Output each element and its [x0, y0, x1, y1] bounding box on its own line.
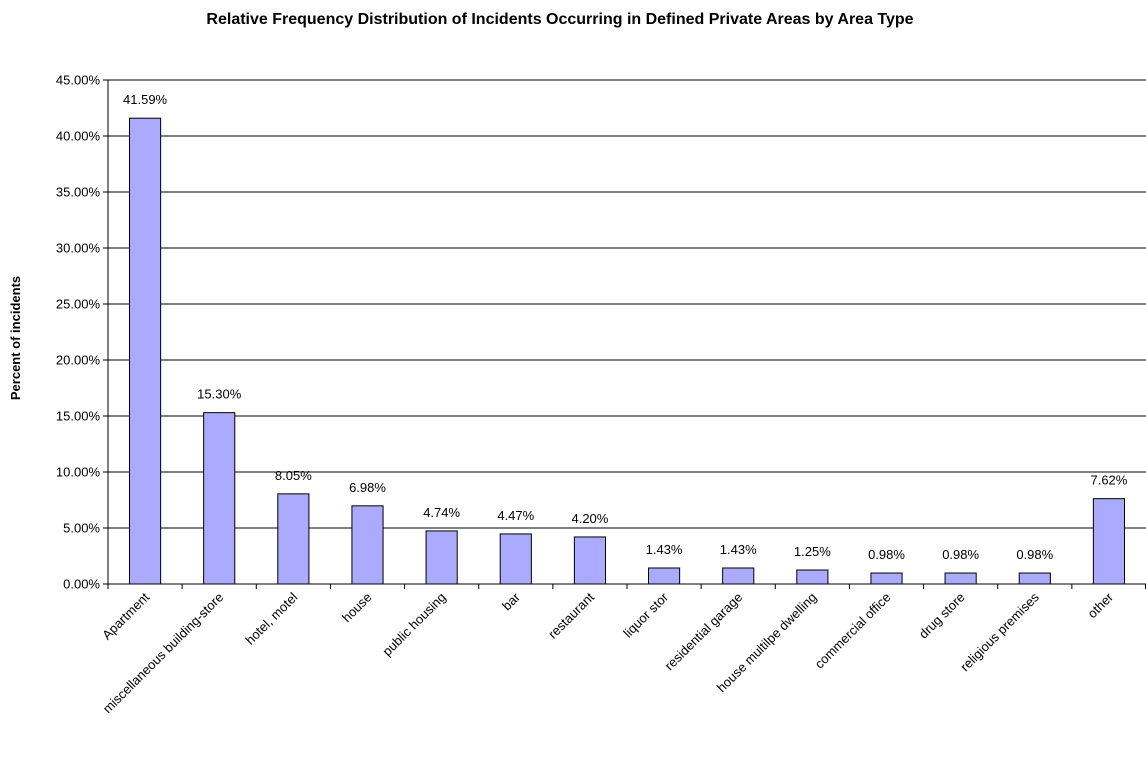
- bar: [648, 567, 681, 585]
- x-tick-label: liquor stor: [620, 589, 671, 640]
- y-tick-label: 40.00%: [56, 129, 101, 144]
- bar: [129, 117, 162, 585]
- bar: [203, 412, 236, 585]
- data-label: 4.20%: [571, 511, 608, 526]
- y-tick-label: 25.00%: [56, 297, 101, 312]
- y-tick-label: 0.00%: [63, 577, 100, 592]
- data-label: 6.98%: [349, 480, 386, 495]
- x-tick-label: drug store: [916, 590, 968, 642]
- x-tick-label: miscellaneous building-store: [100, 590, 227, 717]
- y-tick-label: 15.00%: [56, 409, 101, 424]
- bar: [425, 530, 458, 585]
- data-label: 15.30%: [197, 387, 242, 402]
- y-tick-label: 45.00%: [56, 73, 101, 88]
- data-label: 8.05%: [275, 468, 312, 483]
- x-tick-label: residential garage: [662, 590, 746, 674]
- y-tick-label: 30.00%: [56, 241, 101, 256]
- bar: [870, 572, 903, 585]
- y-tick-label: 5.00%: [63, 521, 100, 536]
- x-tick-label: Apartment: [99, 589, 152, 642]
- x-tick-label: bar: [499, 589, 523, 613]
- y-tick-label: 10.00%: [56, 465, 101, 480]
- y-axis-label: Percent of incidents: [8, 276, 23, 400]
- data-label: 1.43%: [720, 542, 757, 557]
- bar: [573, 536, 606, 585]
- y-tick-label: 35.00%: [56, 185, 101, 200]
- x-tick-label: house: [339, 590, 375, 626]
- data-label: 0.98%: [942, 547, 979, 562]
- data-label: 0.98%: [868, 547, 905, 562]
- bar: [351, 505, 384, 585]
- x-tick-label: commercial office: [812, 590, 894, 672]
- data-label: 4.74%: [423, 505, 460, 520]
- y-tick-label: 20.00%: [56, 353, 101, 368]
- data-label: 1.25%: [794, 544, 831, 559]
- x-tick-label: other: [1084, 589, 1116, 621]
- gridlines: [103, 79, 1146, 585]
- data-label: 0.98%: [1016, 547, 1053, 562]
- data-labels: 41.59% 15.30% 8.05% 6.98% 4.74% 4.47% 4.20% 1.4…: [123, 92, 1128, 562]
- data-label: 41.59%: [123, 92, 168, 107]
- chart-title: Relative Frequency Distribution of Incid…: [206, 11, 913, 28]
- x-tick-label: public housing: [379, 590, 448, 659]
- data-label: 7.62%: [1090, 473, 1127, 488]
- bar: [277, 493, 310, 585]
- bar: [1018, 572, 1051, 585]
- y-tick-labels: 0.00% 5.00% 10.00% 15.00% 20.00% 25.00% 30.00%…: [56, 73, 101, 592]
- data-label: 1.43%: [646, 542, 683, 557]
- x-tick-label: restaurant: [545, 589, 597, 641]
- bar: [796, 569, 829, 585]
- bar: [1092, 498, 1125, 585]
- x-tick-label: hotel, motel: [242, 589, 300, 647]
- bar: [722, 567, 755, 585]
- bar: [499, 533, 532, 585]
- bars: [129, 117, 1125, 585]
- data-label: 4.47%: [497, 508, 534, 523]
- bar: [944, 572, 977, 585]
- x-tick-label: religious premises: [957, 589, 1042, 674]
